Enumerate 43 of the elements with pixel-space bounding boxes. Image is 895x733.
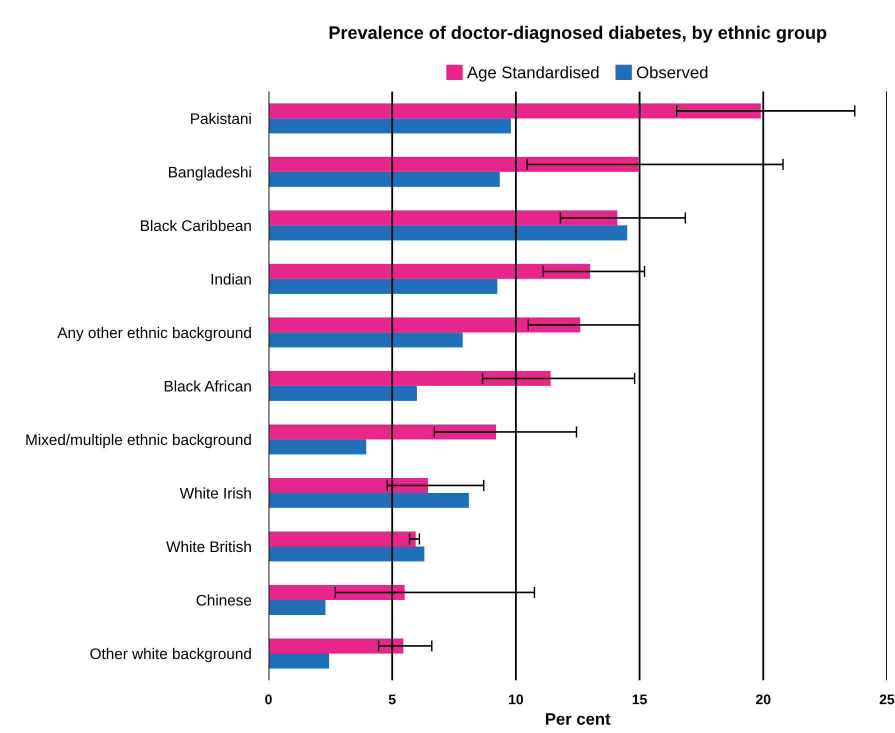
y-tick-label: White British <box>166 540 251 552</box>
bar <box>268 424 496 440</box>
x-tick-label: 0 <box>265 694 272 704</box>
bar <box>268 600 326 615</box>
y-tick-label: Any other ethnic background <box>57 326 251 342</box>
y-tick-label: Bangladeshi <box>168 166 251 181</box>
legend-label: Age Standardised <box>467 66 598 82</box>
x-tick-label: 5 <box>388 694 396 704</box>
bar <box>268 332 463 348</box>
y-tick-label: Black African <box>164 380 251 392</box>
bar <box>268 172 500 187</box>
x-tick-label: 20 <box>756 694 770 704</box>
bar <box>268 638 404 654</box>
bar <box>268 653 330 668</box>
bar <box>268 210 618 226</box>
bar <box>268 103 761 118</box>
chart-title: Prevalence of doctor-diagnosed diabetes, by ethnic group <box>330 26 826 43</box>
bar <box>268 278 498 294</box>
bar <box>268 317 580 332</box>
x-tick-label: 25 <box>880 694 894 704</box>
bar <box>268 370 551 386</box>
bar <box>268 118 511 134</box>
y-tick-label: Black Caribbean <box>140 220 251 232</box>
bar <box>268 584 405 600</box>
bar <box>268 439 366 454</box>
y-tick-label: Other white background <box>90 648 251 662</box>
bar <box>268 546 424 562</box>
x-axis-title: Per cent <box>546 713 610 725</box>
bar <box>268 492 469 508</box>
bar <box>268 478 428 493</box>
bar <box>268 264 590 279</box>
y-tick-label: Indian <box>212 273 251 285</box>
y-tick-label: Pakistani <box>191 112 251 124</box>
y-tick-label: Mixed/multiple ethnic background <box>26 434 251 448</box>
y-tick-label: Chinese <box>196 594 252 606</box>
legend-label: Observed <box>636 66 708 78</box>
bar <box>268 386 417 401</box>
bar <box>268 531 416 546</box>
bar <box>268 156 638 172</box>
x-tick-label: 10 <box>509 694 524 704</box>
y-tick-label: White Irish <box>180 487 251 499</box>
x-tick-label: 15 <box>632 694 647 704</box>
bar <box>268 225 628 240</box>
